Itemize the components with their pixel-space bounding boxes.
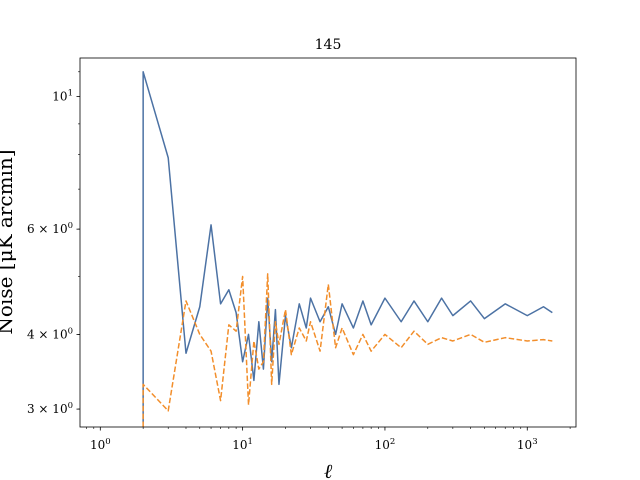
x-tick-label: 103 xyxy=(517,437,538,452)
y-tick-label: 6 × 100 xyxy=(27,221,73,236)
x-axis-title: ℓ xyxy=(324,459,333,480)
chart-title: 145 xyxy=(315,37,342,53)
y-tick-label: 101 xyxy=(52,89,73,104)
y-tick-label: 4 × 100 xyxy=(27,326,73,341)
y-tick-label: 3 × 100 xyxy=(27,401,73,416)
series-line-2 xyxy=(142,273,553,427)
x-tick-label: 100 xyxy=(90,437,111,452)
x-tick-label: 102 xyxy=(375,437,396,452)
x-tick-label: 101 xyxy=(232,437,253,452)
y-axis-title: Noise [μK arcmin] xyxy=(0,149,17,334)
series-line-1 xyxy=(142,71,553,423)
plot-frame xyxy=(79,57,577,428)
